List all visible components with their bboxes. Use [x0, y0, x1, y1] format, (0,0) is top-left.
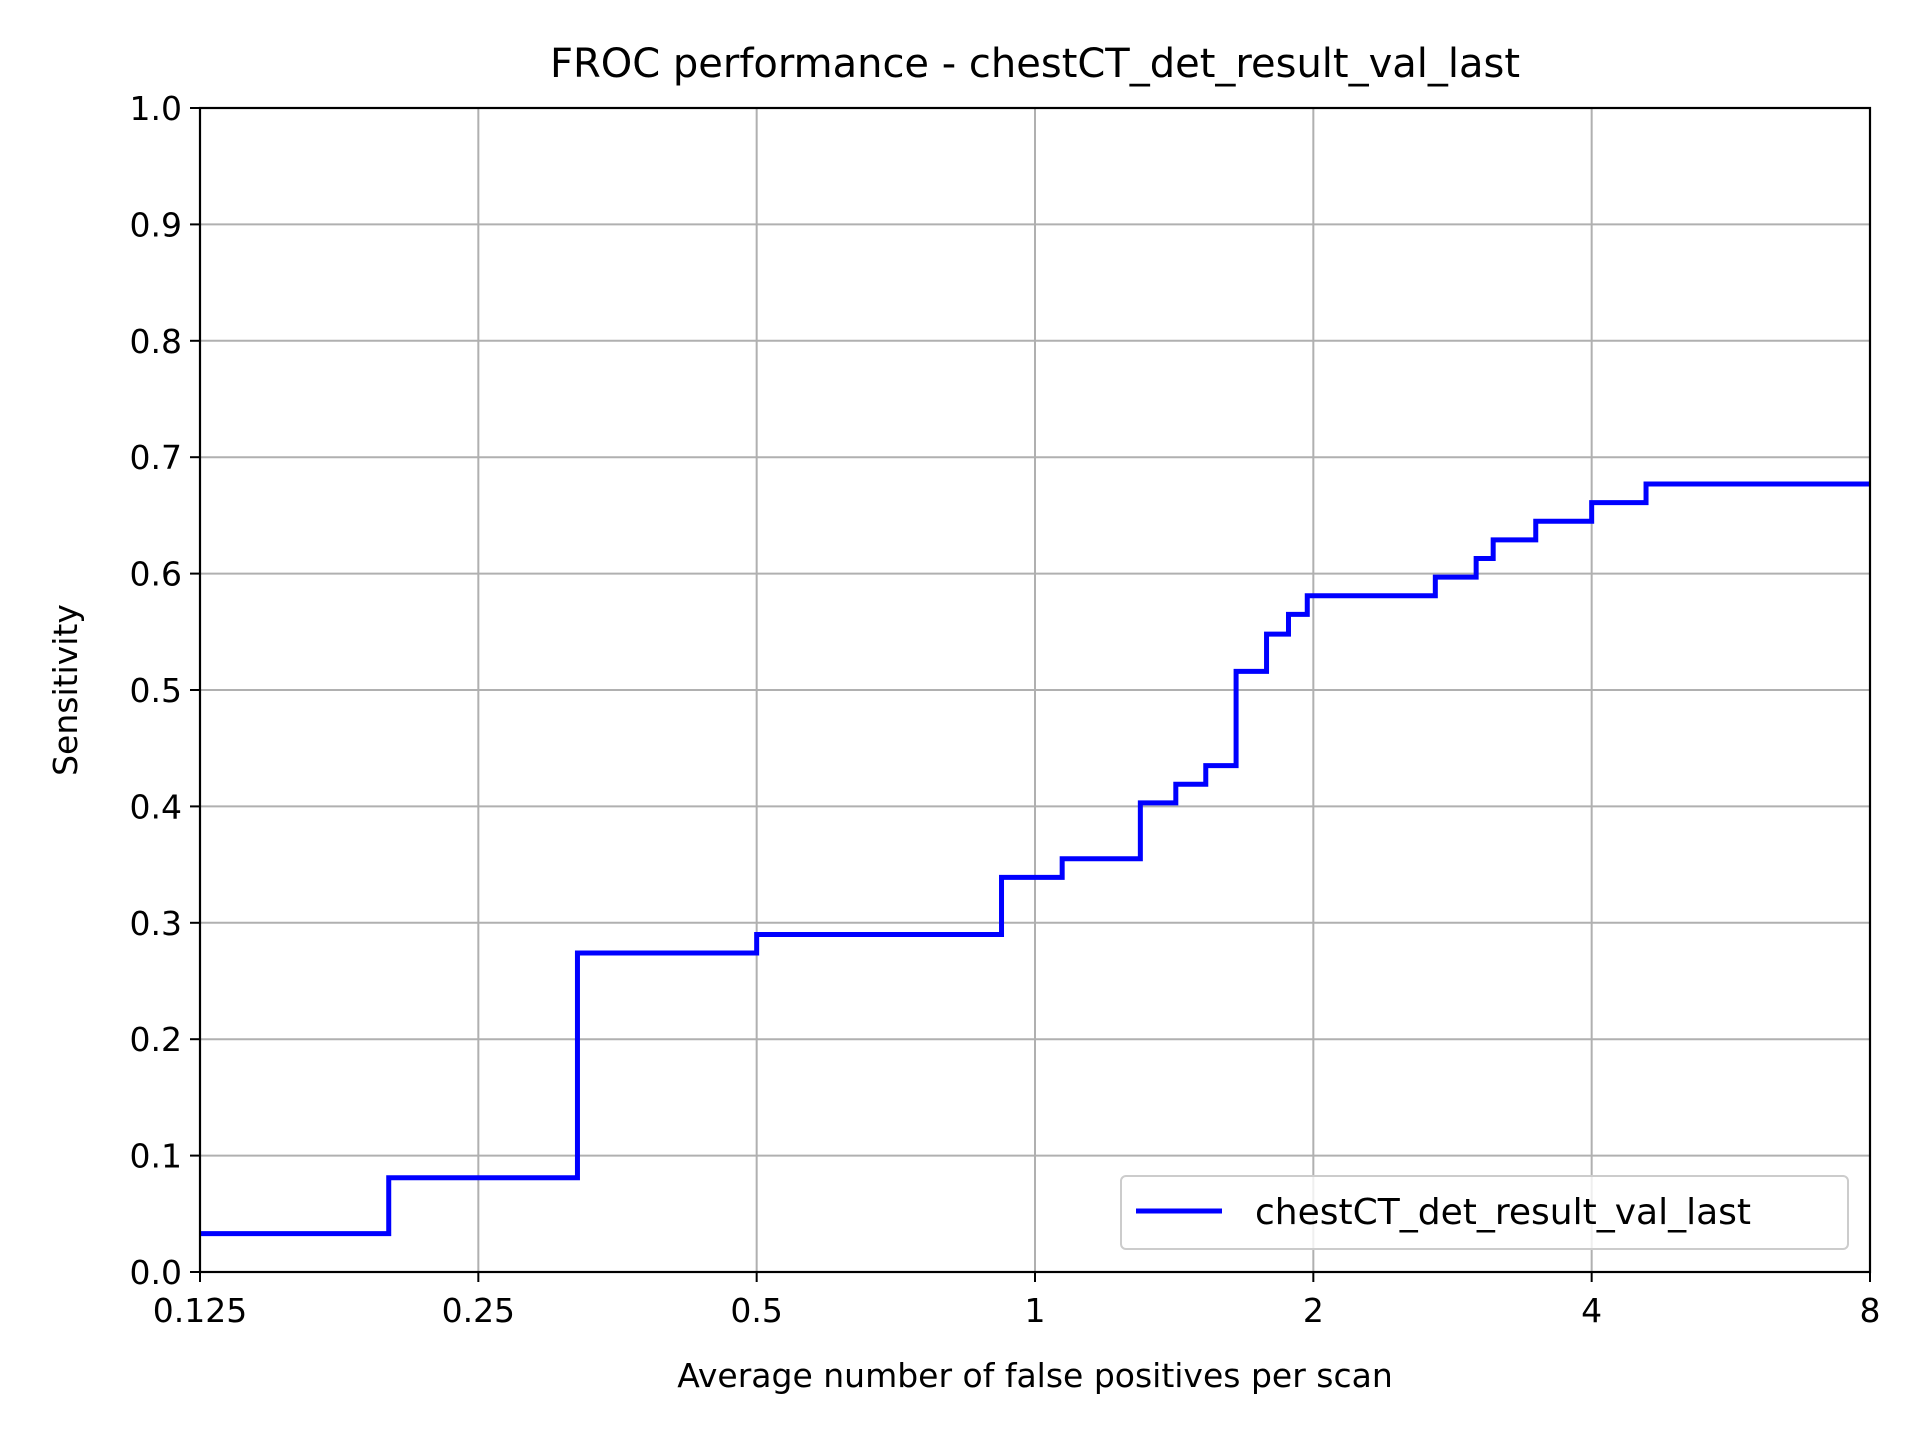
y-tick-label: 0.2 [130, 1020, 182, 1059]
legend: chestCT_det_result_val_last [1120, 1175, 1849, 1250]
x-axis-title: Average number of false positives per sc… [677, 1356, 1392, 1395]
y-tick-label: 0.0 [130, 1253, 182, 1292]
y-tick-label: 0.6 [130, 555, 182, 594]
y-tick-label: 0.3 [130, 904, 182, 943]
chart-title: FROC performance - chestCT_det_result_va… [550, 41, 1520, 87]
y-tick-label: 0.9 [130, 205, 182, 244]
y-axis-title: Sensitivity [46, 604, 85, 776]
legend-label: chestCT_det_result_val_last [1255, 1192, 1751, 1233]
x-tick-label: 4 [1581, 1291, 1602, 1330]
y-tick-label: 0.1 [130, 1137, 182, 1176]
x-tick-label: 2 [1303, 1291, 1324, 1330]
x-tick-label: 0.125 [153, 1291, 247, 1330]
y-tick-label: 0.7 [130, 438, 182, 477]
axis-ticks: 0.125 0.25 0.5 1 2 4 8 0.0 0.1 0.2 0.3 0.4 0.5 0.6 0.7… [130, 89, 1881, 1330]
legend-box [1120, 1175, 1849, 1250]
data-series [200, 481, 1870, 1237]
y-tick-label: 0.5 [130, 671, 182, 710]
froc-step-line [200, 481, 1870, 1237]
y-tick-label: 1.0 [130, 89, 182, 128]
x-tick-label: 1 [1025, 1291, 1046, 1330]
x-tick-label: 0.5 [730, 1291, 782, 1330]
y-tick-label: 0.4 [130, 787, 182, 826]
x-tick-label: 0.25 [442, 1291, 515, 1330]
y-tick-label: 0.8 [130, 322, 182, 361]
x-tick-label: 8 [1860, 1291, 1881, 1330]
